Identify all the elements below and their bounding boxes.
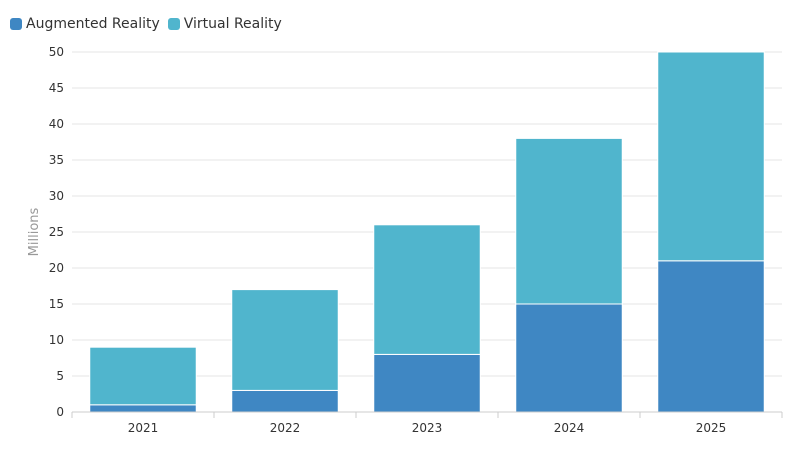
x-tick-label: 2024 [554,421,585,435]
y-tick-label: 5 [56,369,64,383]
bar-virtual-reality-2025[interactable] [657,51,765,262]
x-tick-label: 2021 [128,421,159,435]
y-axis-ticks: 0 5 10 15 20 25 30 35 40 45 50 [49,45,64,419]
bar-virtual-reality-2024[interactable] [515,137,623,305]
bar-augmented-reality-2021[interactable] [89,404,197,413]
y-tick-label: 20 [49,261,64,275]
legend-swatch-virtual-reality [167,18,180,30]
legend-item-augmented-reality[interactable]: Augmented Reality [10,16,160,32]
y-tick-label: 15 [49,297,64,311]
bars [89,51,765,413]
y-tick-label: 50 [49,45,64,59]
x-tick-label: 2023 [412,421,443,435]
bar-augmented-reality-2025[interactable] [657,260,765,413]
bar-augmented-reality-2022[interactable] [231,389,339,413]
y-tick-label: 45 [49,81,64,95]
x-tick-label: 2025 [696,421,727,435]
y-axis-title: Millions [27,207,42,256]
legend: Augmented Reality Virtual Reality [10,14,282,34]
y-tick-label: 35 [49,153,64,167]
legend-label-augmented-reality: Augmented Reality [26,16,160,32]
bar-virtual-reality-2023[interactable] [373,224,481,355]
bar-virtual-reality-2021[interactable] [89,346,197,406]
legend-item-virtual-reality[interactable]: Virtual Reality [167,16,282,32]
legend-swatch-augmented-reality [10,18,22,30]
y-tick-label: 40 [49,117,64,131]
x-tick-label: 2022 [270,421,301,435]
bar-virtual-reality-2022[interactable] [231,289,339,391]
y-tick-label: 0 [56,405,64,419]
y-tick-label: 30 [49,189,64,203]
y-tick-label: 10 [49,333,64,347]
legend-label-virtual-reality: Virtual Reality [183,16,282,32]
y-tick-label: 25 [49,225,64,239]
axes [71,411,783,418]
bar-augmented-reality-2024[interactable] [515,303,623,413]
bar-augmented-reality-2023[interactable] [373,353,481,413]
x-axis-ticks: 2021 2022 2023 2024 2025 [128,421,727,435]
